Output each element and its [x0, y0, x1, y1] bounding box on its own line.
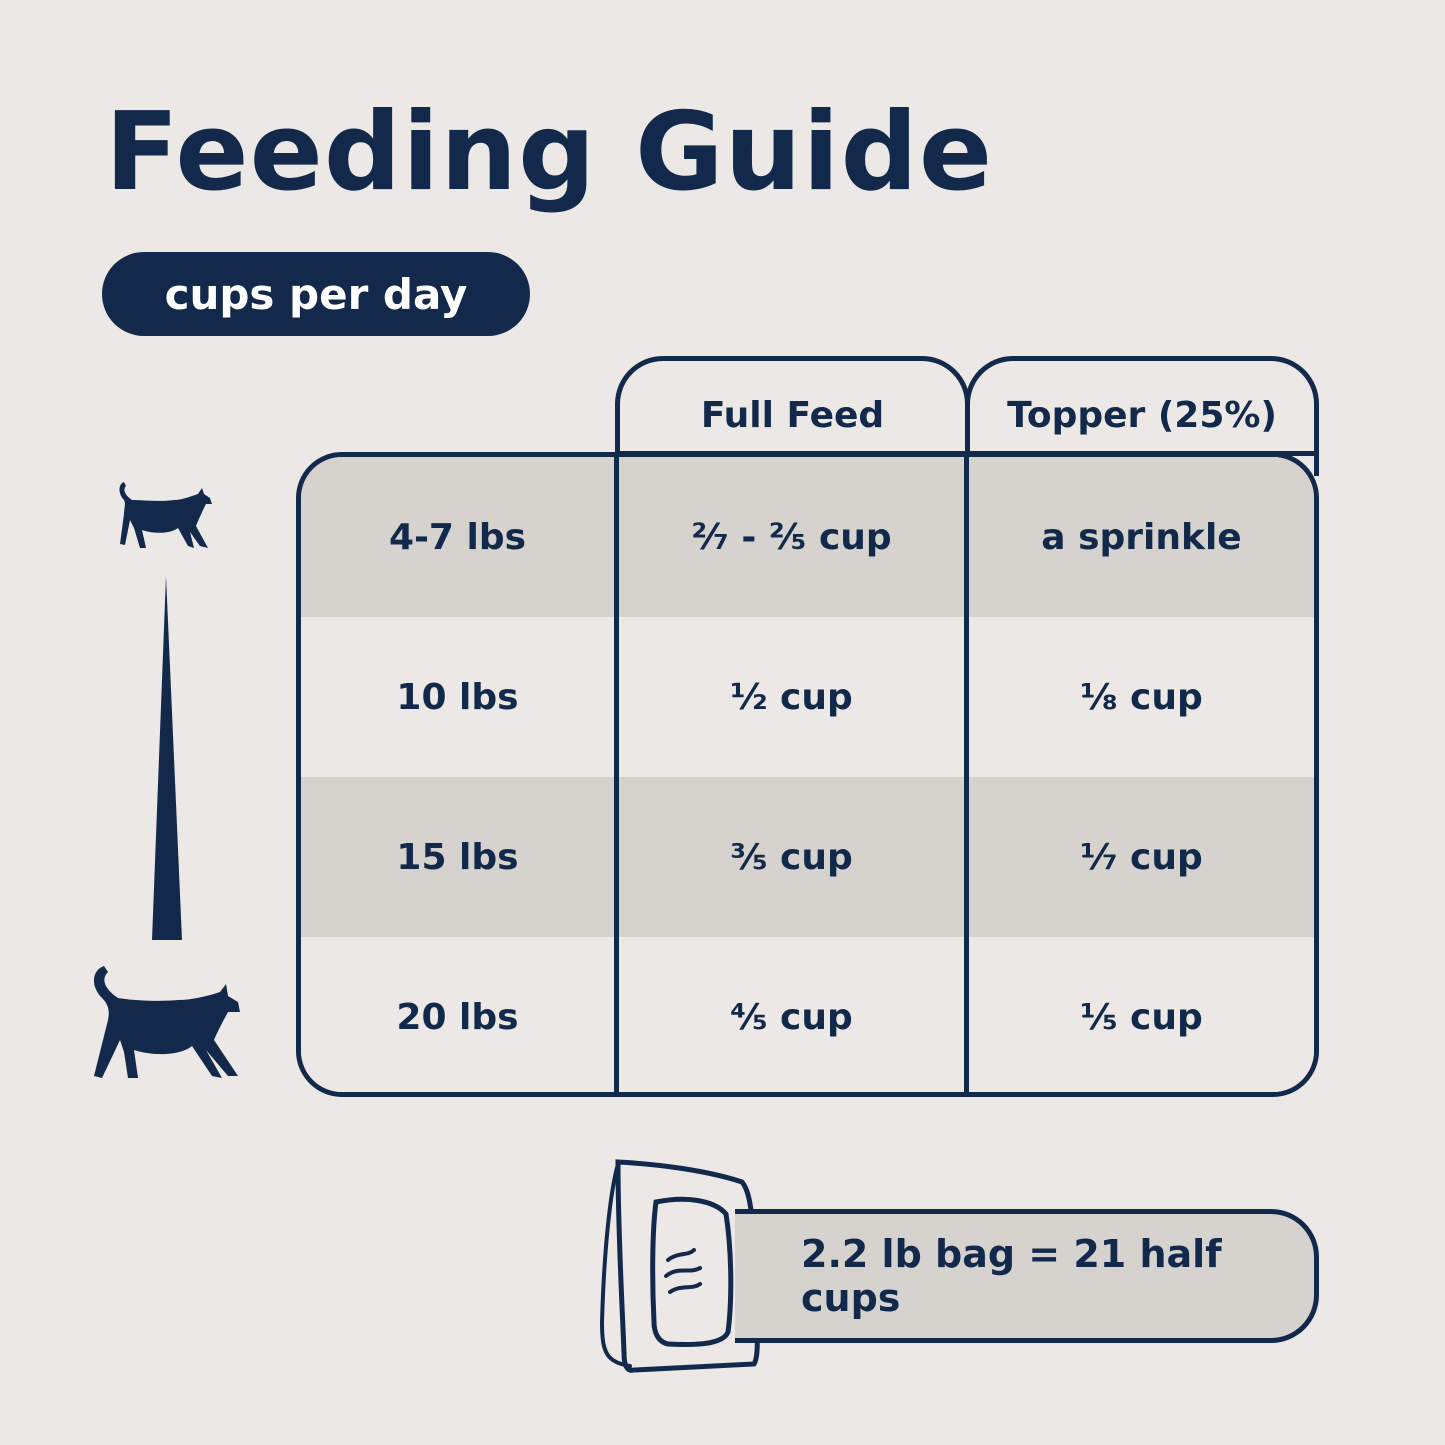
topper-cell: ⅐ cup [1080, 836, 1203, 878]
unit-badge: cups per day [102, 252, 530, 336]
weight-cell: 20 lbs [301, 937, 619, 1092]
full-feed-cell: ½ cup [619, 617, 969, 777]
topper-cell: ⅕ cup [1080, 997, 1203, 1038]
header-label: Full Feed [700, 395, 885, 436]
weight-cell: 15 lbs [301, 777, 619, 937]
weight-cell: 10 lbs [301, 617, 619, 777]
weight-cell: 4-7 lbs [301, 457, 619, 617]
food-bag-icon [599, 1159, 760, 1373]
full-feed-cell: ²⁄₇ - ²⁄₅ cup [619, 457, 969, 617]
small-cat-icon [119, 482, 212, 548]
bag-note-text: 2.2 lb bag = 21 half cups [801, 1232, 1222, 1320]
header-divider [617, 451, 1319, 456]
table-row: 10 lbs ½ cup ⅛ cup [301, 617, 1314, 777]
topper-cell: a sprinkle [1041, 516, 1242, 558]
header-label: Topper (25%) [1007, 395, 1277, 436]
feeding-table: 4-7 lbs ²⁄₇ - ²⁄₅ cup a sprinkle 10 lbs … [296, 452, 1319, 1097]
full-feed-cell: ⅘ cup [619, 937, 969, 1092]
table-row: 4-7 lbs ²⁄₇ - ²⁄₅ cup a sprinkle [301, 457, 1314, 617]
size-scale-wedge [152, 576, 182, 940]
topper-cell: ⅛ cup [1080, 676, 1203, 718]
table-row: 20 lbs ⅘ cup ⅕ cup [301, 937, 1314, 1092]
bag-note: 2.2 lb bag = 21 half cups [735, 1209, 1319, 1343]
table-row: 15 lbs ⅗ cup ⅐ cup [301, 777, 1314, 937]
large-cat-icon [93, 966, 240, 1078]
page-title: Feeding Guide [105, 90, 994, 215]
full-feed-cell: ⅗ cup [619, 777, 969, 937]
